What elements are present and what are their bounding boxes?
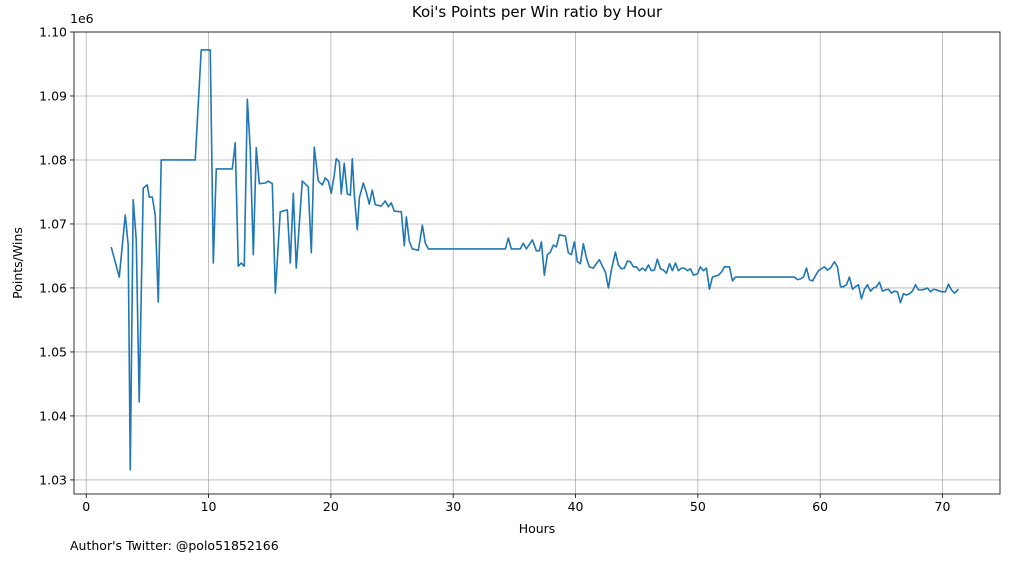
chart-title: Koi's Points per Win ratio by Hour	[412, 3, 663, 21]
y-offset-label: 1e6	[70, 11, 94, 26]
x-tick-label: 20	[323, 499, 339, 514]
x-tick-label: 30	[445, 499, 461, 514]
y-tick-label: 1.09	[39, 88, 67, 103]
x-tick-label: 50	[690, 499, 706, 514]
x-tick-label: 70	[935, 499, 951, 514]
x-tick-label: 0	[82, 499, 90, 514]
x-axis-label: Hours	[519, 521, 556, 536]
y-tick-label: 1.08	[39, 152, 67, 167]
y-tick-label: 1.04	[39, 408, 67, 423]
y-tick-label: 1.07	[39, 216, 67, 231]
y-tick-label: 1.10	[39, 25, 67, 40]
x-tick-label: 40	[568, 499, 584, 514]
plot-frame	[73, 31, 1001, 495]
y-axis-label: Points/Wins	[10, 227, 25, 299]
data-line	[110, 49, 960, 471]
x-tick-label: 10	[201, 499, 217, 514]
y-tick-label: 1.06	[39, 280, 67, 295]
footnote: Author's Twitter: @polo51852166	[70, 538, 279, 553]
x-tick-label: 60	[812, 499, 828, 514]
y-tick-label: 1.05	[39, 344, 67, 359]
y-tick-label: 1.03	[39, 472, 67, 487]
